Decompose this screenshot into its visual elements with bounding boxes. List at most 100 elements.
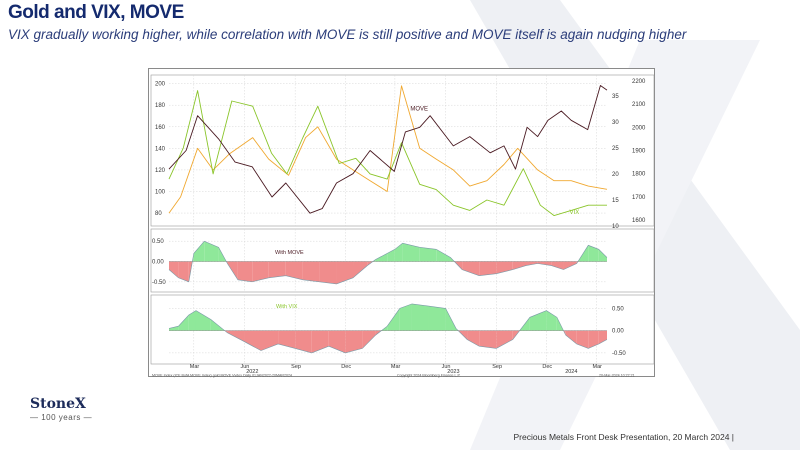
corr-area-segment <box>204 241 219 262</box>
left-axis-tick: 180 <box>155 103 166 109</box>
corr-area-segment <box>556 317 564 331</box>
corr-area-segment <box>387 308 400 331</box>
left-axis-tick: 120 <box>155 168 166 174</box>
x-axis-year: 2023 <box>447 369 459 375</box>
corr-area-segment <box>436 249 451 262</box>
logo-subtitle: — 100 years — <box>30 413 93 422</box>
left-axis-tick: 80 <box>155 211 162 217</box>
corr-area-segment <box>278 330 296 349</box>
stonex-logo: StoneX — 100 years — <box>30 396 92 422</box>
corr-area-segment <box>192 253 194 262</box>
corr-area-segment <box>551 261 564 270</box>
annotation-move: MOVE <box>410 107 428 113</box>
corr-area-segment <box>244 330 262 351</box>
corr-area-segment <box>302 261 320 282</box>
corr-area-segment <box>598 249 607 262</box>
chart-panel-3 <box>150 294 655 365</box>
corr-area-segment <box>375 253 388 262</box>
corr-area-segment <box>193 241 205 262</box>
x-axis-tick: Dec <box>341 364 351 370</box>
x-axis-year: 2024 <box>565 369 577 375</box>
corr-area-segment <box>411 303 429 331</box>
corr-label: With MOVE <box>275 250 304 256</box>
corr-axis-tick: -0.50 <box>612 351 626 357</box>
x-axis-tick: Jun <box>240 364 249 370</box>
right-axis-2-tick: 1800 <box>632 172 646 178</box>
right-axis-1-tick: 35 <box>612 94 619 100</box>
corr-area-segment <box>178 261 189 282</box>
corr-area-segment <box>319 261 337 284</box>
corr-area-segment <box>588 245 599 262</box>
corr-area-segment <box>336 261 354 284</box>
page-title: Gold and VIX, MOVE <box>8 2 184 23</box>
source-right: 20-Mar-2024 10:22:21 <box>599 374 635 378</box>
right-axis-1-tick: 10 <box>612 224 619 230</box>
corr-area-segment <box>576 330 589 349</box>
corr-area-segment <box>479 261 497 276</box>
corr-area-segment <box>188 310 196 331</box>
series-line-gold <box>168 85 608 214</box>
logo-name: StoneX <box>30 396 86 412</box>
right-axis-2-tick: 2100 <box>632 102 646 108</box>
corr-area-segment <box>428 306 446 331</box>
corr-area-segment <box>178 315 189 331</box>
corr-area-segment <box>467 330 480 347</box>
corr-area-segment <box>353 261 368 278</box>
right-axis-1-tick: 15 <box>612 198 619 204</box>
corr-area-segment <box>328 330 346 353</box>
corr-area-segment <box>563 261 577 270</box>
right-axis-1-tick: 25 <box>612 146 619 152</box>
corr-area-segment <box>512 261 527 270</box>
x-axis-tick: Mar <box>391 364 401 370</box>
corr-area-segment <box>362 330 376 349</box>
corr-area-segment <box>479 330 497 349</box>
corr-area-segment <box>399 303 412 331</box>
corr-area-segment <box>311 330 329 353</box>
x-axis-tick: Sep <box>492 364 502 370</box>
x-axis-year: 2022 <box>246 369 258 375</box>
corr-area-segment <box>261 330 279 351</box>
right-axis-2-tick: 2000 <box>632 125 646 131</box>
corr-axis-tick: 0.00 <box>612 329 624 335</box>
corr-area-segment <box>450 257 455 262</box>
corr-area-segment <box>565 330 577 344</box>
corr-area-segment <box>237 261 253 282</box>
corr-axis-tick: 0.50 <box>152 239 164 245</box>
corr-line <box>168 240 608 285</box>
corr-area-segment <box>195 310 211 331</box>
corr-axis-tick: 0.50 <box>612 306 624 312</box>
left-axis-tick: 200 <box>155 82 166 88</box>
corr-area-segment <box>252 261 269 282</box>
chart-frame: 80 100 120 140 160 180 200 10 15 20 25 30 35 1600 1700… <box>148 68 655 378</box>
corr-area-segment <box>372 259 376 262</box>
right-axis-2-tick: 1900 <box>632 149 646 155</box>
x-axis-tick: Mar <box>593 364 603 370</box>
corr-axis-tick: 0.00 <box>152 260 164 266</box>
corr-area-segment <box>169 261 179 278</box>
x-axis-tick: Mar <box>190 364 200 370</box>
bloomberg-chart: 80 100 120 140 160 180 200 10 15 20 25 30 35 1600 1700… <box>150 74 655 378</box>
x-axis-tick: Sep <box>291 364 301 370</box>
left-axis-tick: 140 <box>155 146 166 152</box>
corr-area-segment <box>496 330 513 349</box>
corr-area-segment <box>285 261 303 280</box>
right-axis-2-tick: 1600 <box>632 218 646 224</box>
corr-area-segment <box>462 261 480 276</box>
source-left: MOVE Index (ICE BofA MOVE Index) gold MO… <box>152 374 292 378</box>
right-axis-2-tick: 2200 <box>632 79 646 85</box>
corr-area-segment <box>226 261 228 264</box>
corr-area-segment <box>295 330 312 353</box>
corr-area-segment <box>519 317 530 331</box>
series-line-move <box>168 85 608 214</box>
corr-area-segment <box>588 330 599 349</box>
page-subtitle: VIX gradually working higher, while corr… <box>8 27 687 42</box>
corr-area-segment <box>394 243 403 262</box>
right-axis-2-tick: 1700 <box>632 195 646 201</box>
x-axis-tick: Jun <box>442 364 451 370</box>
corr-line <box>168 303 608 354</box>
right-axis-1-tick: 30 <box>612 120 619 126</box>
corr-area-segment <box>526 261 538 266</box>
footer-text: Precious Metals Front Desk Presentation,… <box>513 432 734 442</box>
corr-axis-tick: -0.50 <box>152 280 166 286</box>
chart-panel-1 <box>150 74 655 227</box>
